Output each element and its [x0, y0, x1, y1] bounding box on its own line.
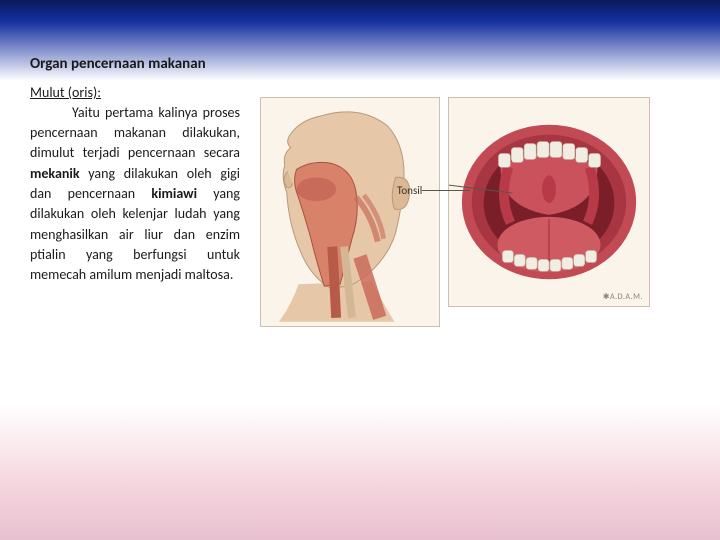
mouth-illustration: Tonsil	[448, 97, 650, 307]
tonsil-label-leader: Tonsil	[393, 184, 470, 197]
subtitle: Mulut (oris):	[30, 84, 240, 101]
slide-title: Organ pencernaan makanan	[30, 55, 240, 74]
head-svg	[261, 97, 439, 327]
text-column: Organ pencernaan makanan Mulut (oris): Y…	[30, 55, 240, 327]
leader-line	[422, 190, 470, 191]
head-illustration	[260, 97, 440, 327]
watermark: ✱A.D.A.M.	[603, 292, 643, 302]
body-text: Yaitu pertama kalinya proses pencernaan …	[30, 103, 240, 286]
tonsil-label: Tonsil	[397, 184, 422, 197]
mouth-svg	[449, 97, 649, 307]
slide: Organ pencernaan makanan Mulut (oris): Y…	[0, 0, 720, 357]
image-column: Tonsil	[260, 55, 690, 327]
